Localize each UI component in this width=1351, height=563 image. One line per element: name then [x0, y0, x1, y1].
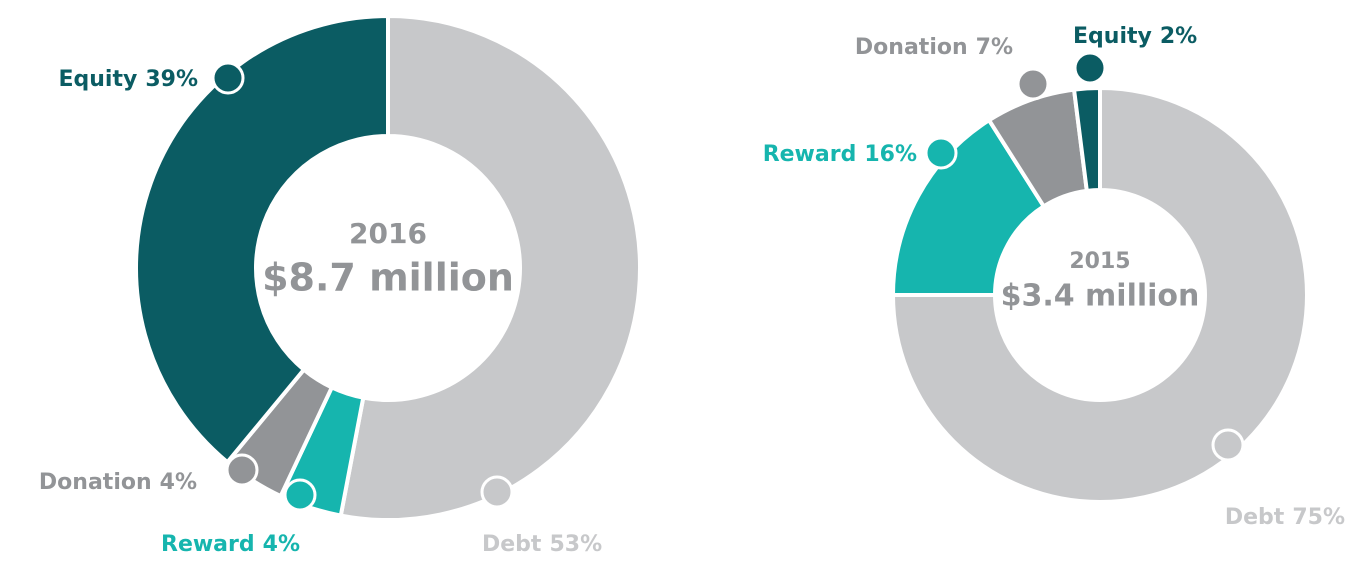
- category-name: Debt: [482, 532, 542, 557]
- value-label: 2%: [1160, 24, 1197, 49]
- donut-segment: [1071, 85, 1102, 194]
- segment-label: Donation 4%: [39, 470, 197, 495]
- segment-label: Equity 39%: [58, 67, 198, 92]
- category-name: Equity: [58, 67, 137, 92]
- donut-segment: [890, 85, 1309, 504]
- segment-label: Equity 2%: [1073, 24, 1197, 49]
- value-label: 39%: [145, 67, 198, 92]
- center-subtitle: $8.7 million: [262, 256, 514, 300]
- label-dot: [924, 136, 958, 170]
- category-name: Donation: [855, 35, 968, 60]
- value-label: 7%: [976, 35, 1013, 60]
- center-subtitle: $3.4 million: [1001, 279, 1200, 314]
- category-name: Reward: [161, 532, 255, 557]
- center-title: 2016: [349, 217, 427, 250]
- segment-label: Reward 16%: [763, 142, 917, 167]
- category-name: Equity: [1073, 24, 1152, 49]
- donut-segment: [338, 13, 642, 522]
- value-label: 75%: [1292, 505, 1345, 530]
- label-dot: [211, 61, 245, 95]
- value-label: 4%: [160, 470, 197, 495]
- segment-label: Donation 7%: [855, 35, 1013, 60]
- category-name: Donation: [39, 470, 152, 495]
- center-title: 2015: [1069, 249, 1130, 274]
- segment-label: Debt 75%: [1225, 505, 1345, 530]
- segment-label: Debt 53%: [482, 532, 602, 557]
- category-name: Debt: [1225, 505, 1285, 530]
- label-dot: [1016, 67, 1050, 101]
- category-name: Reward: [763, 142, 857, 167]
- label-dot: [1211, 428, 1245, 462]
- donut-segment: [134, 13, 390, 465]
- value-label: 4%: [263, 532, 300, 557]
- donut-segment: [890, 117, 1047, 297]
- label-dot: [480, 475, 514, 509]
- label-dot: [283, 478, 317, 512]
- label-dot: [1073, 51, 1107, 85]
- label-dot: [225, 453, 259, 487]
- segment-label: Reward 4%: [161, 532, 300, 557]
- value-label: 16%: [864, 142, 917, 167]
- value-label: 53%: [549, 532, 602, 557]
